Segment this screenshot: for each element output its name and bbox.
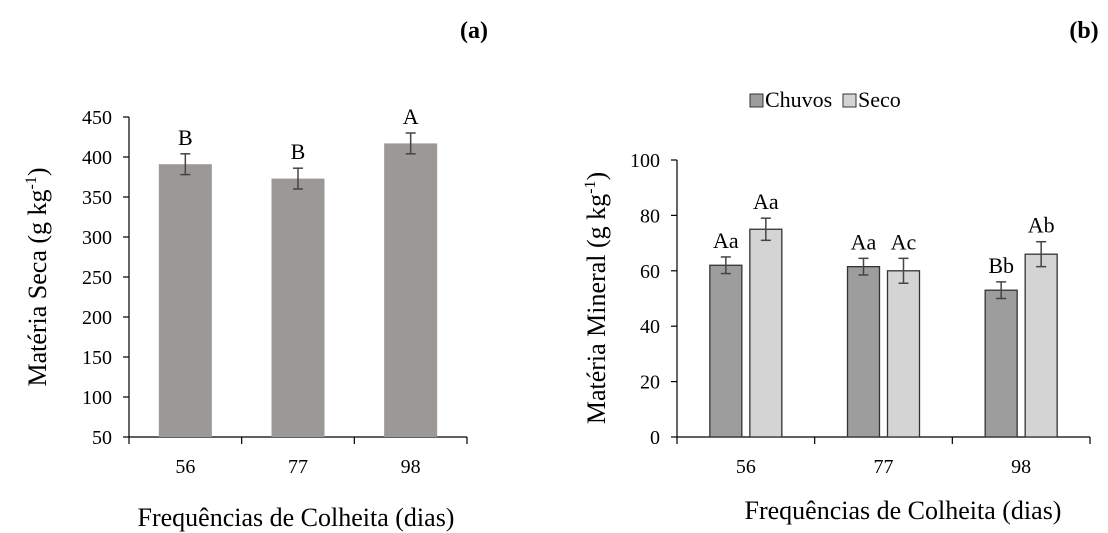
significance-label: Ab (1028, 213, 1055, 238)
x-tick-label: 56 (175, 456, 195, 478)
x-axis-title-b: Frequências de Colheita (dias) (745, 496, 1062, 525)
bar (749, 228, 783, 438)
chart-panel-b: (b) Matéria Mineral (g kg-1) Frequências… (582, 18, 1099, 525)
bar (1024, 253, 1058, 438)
y-axis-title-b-sup: -1 (582, 181, 599, 194)
legend-label: Chuvos (765, 87, 832, 112)
y-tick-label: 50 (92, 427, 112, 449)
y-tick-label: 350 (82, 187, 112, 209)
y-axis-title-a: Matéria Seca (g kg-1) (23, 167, 52, 386)
y-tick-label: 80 (640, 205, 660, 227)
y-tick-label: 150 (82, 347, 112, 369)
x-axis-title-a: Frequências de Colheita (dias) (138, 503, 455, 532)
legend-swatch (749, 93, 764, 108)
y-axis-title-b: Matéria Mineral (g kg-1) (582, 172, 611, 424)
bar (846, 265, 881, 438)
legend-swatch (842, 93, 857, 108)
significance-label: Ac (891, 229, 917, 254)
y-tick-label: 60 (640, 261, 660, 283)
significance-label: B (291, 139, 306, 164)
y-tick-label: 40 (640, 316, 660, 338)
y-axis-title-b-end: ) (582, 172, 611, 181)
x-tick-label: 77 (288, 456, 308, 478)
y-tick-label: 400 (82, 147, 112, 169)
significance-label: Aa (753, 189, 779, 214)
panel-label-a: (a) (460, 18, 488, 44)
y-axis-title-a-end: ) (23, 167, 52, 176)
y-tick-label: 100 (630, 150, 660, 172)
chart-panel-a: (a) Matéria Seca (g kg-1) Frequências de… (23, 18, 488, 532)
significance-label: Aa (851, 229, 877, 254)
panel-label-b: (b) (1069, 18, 1098, 44)
bar (384, 143, 438, 437)
y-axis-title-a-main: Matéria Seca (g kg (23, 189, 52, 386)
x-tick-label: 77 (874, 456, 894, 478)
bar (984, 289, 1018, 438)
significance-label: Bb (988, 253, 1014, 278)
bar (158, 164, 212, 437)
y-tick-label: 200 (82, 307, 112, 329)
y-axis-title-a-sup: -1 (23, 176, 40, 189)
bar (709, 264, 743, 438)
y-tick-label: 0 (650, 427, 660, 449)
x-tick-label: 56 (736, 456, 756, 478)
significance-label: Aa (713, 228, 739, 253)
x-tick-label: 98 (401, 456, 421, 478)
y-axis-title-b-main: Matéria Mineral (g kg (582, 194, 611, 424)
y-tick-label: 250 (82, 267, 112, 289)
x-tick-label: 98 (1011, 456, 1031, 478)
y-tick-label: 300 (82, 227, 112, 249)
significance-label: A (403, 104, 419, 129)
bar (271, 178, 325, 437)
y-tick-label: 100 (82, 387, 112, 409)
y-tick-label: 450 (82, 107, 112, 129)
bar (886, 270, 921, 438)
significance-label: B (178, 125, 193, 150)
legend-label: Seco (858, 87, 901, 112)
y-tick-label: 20 (640, 372, 660, 394)
